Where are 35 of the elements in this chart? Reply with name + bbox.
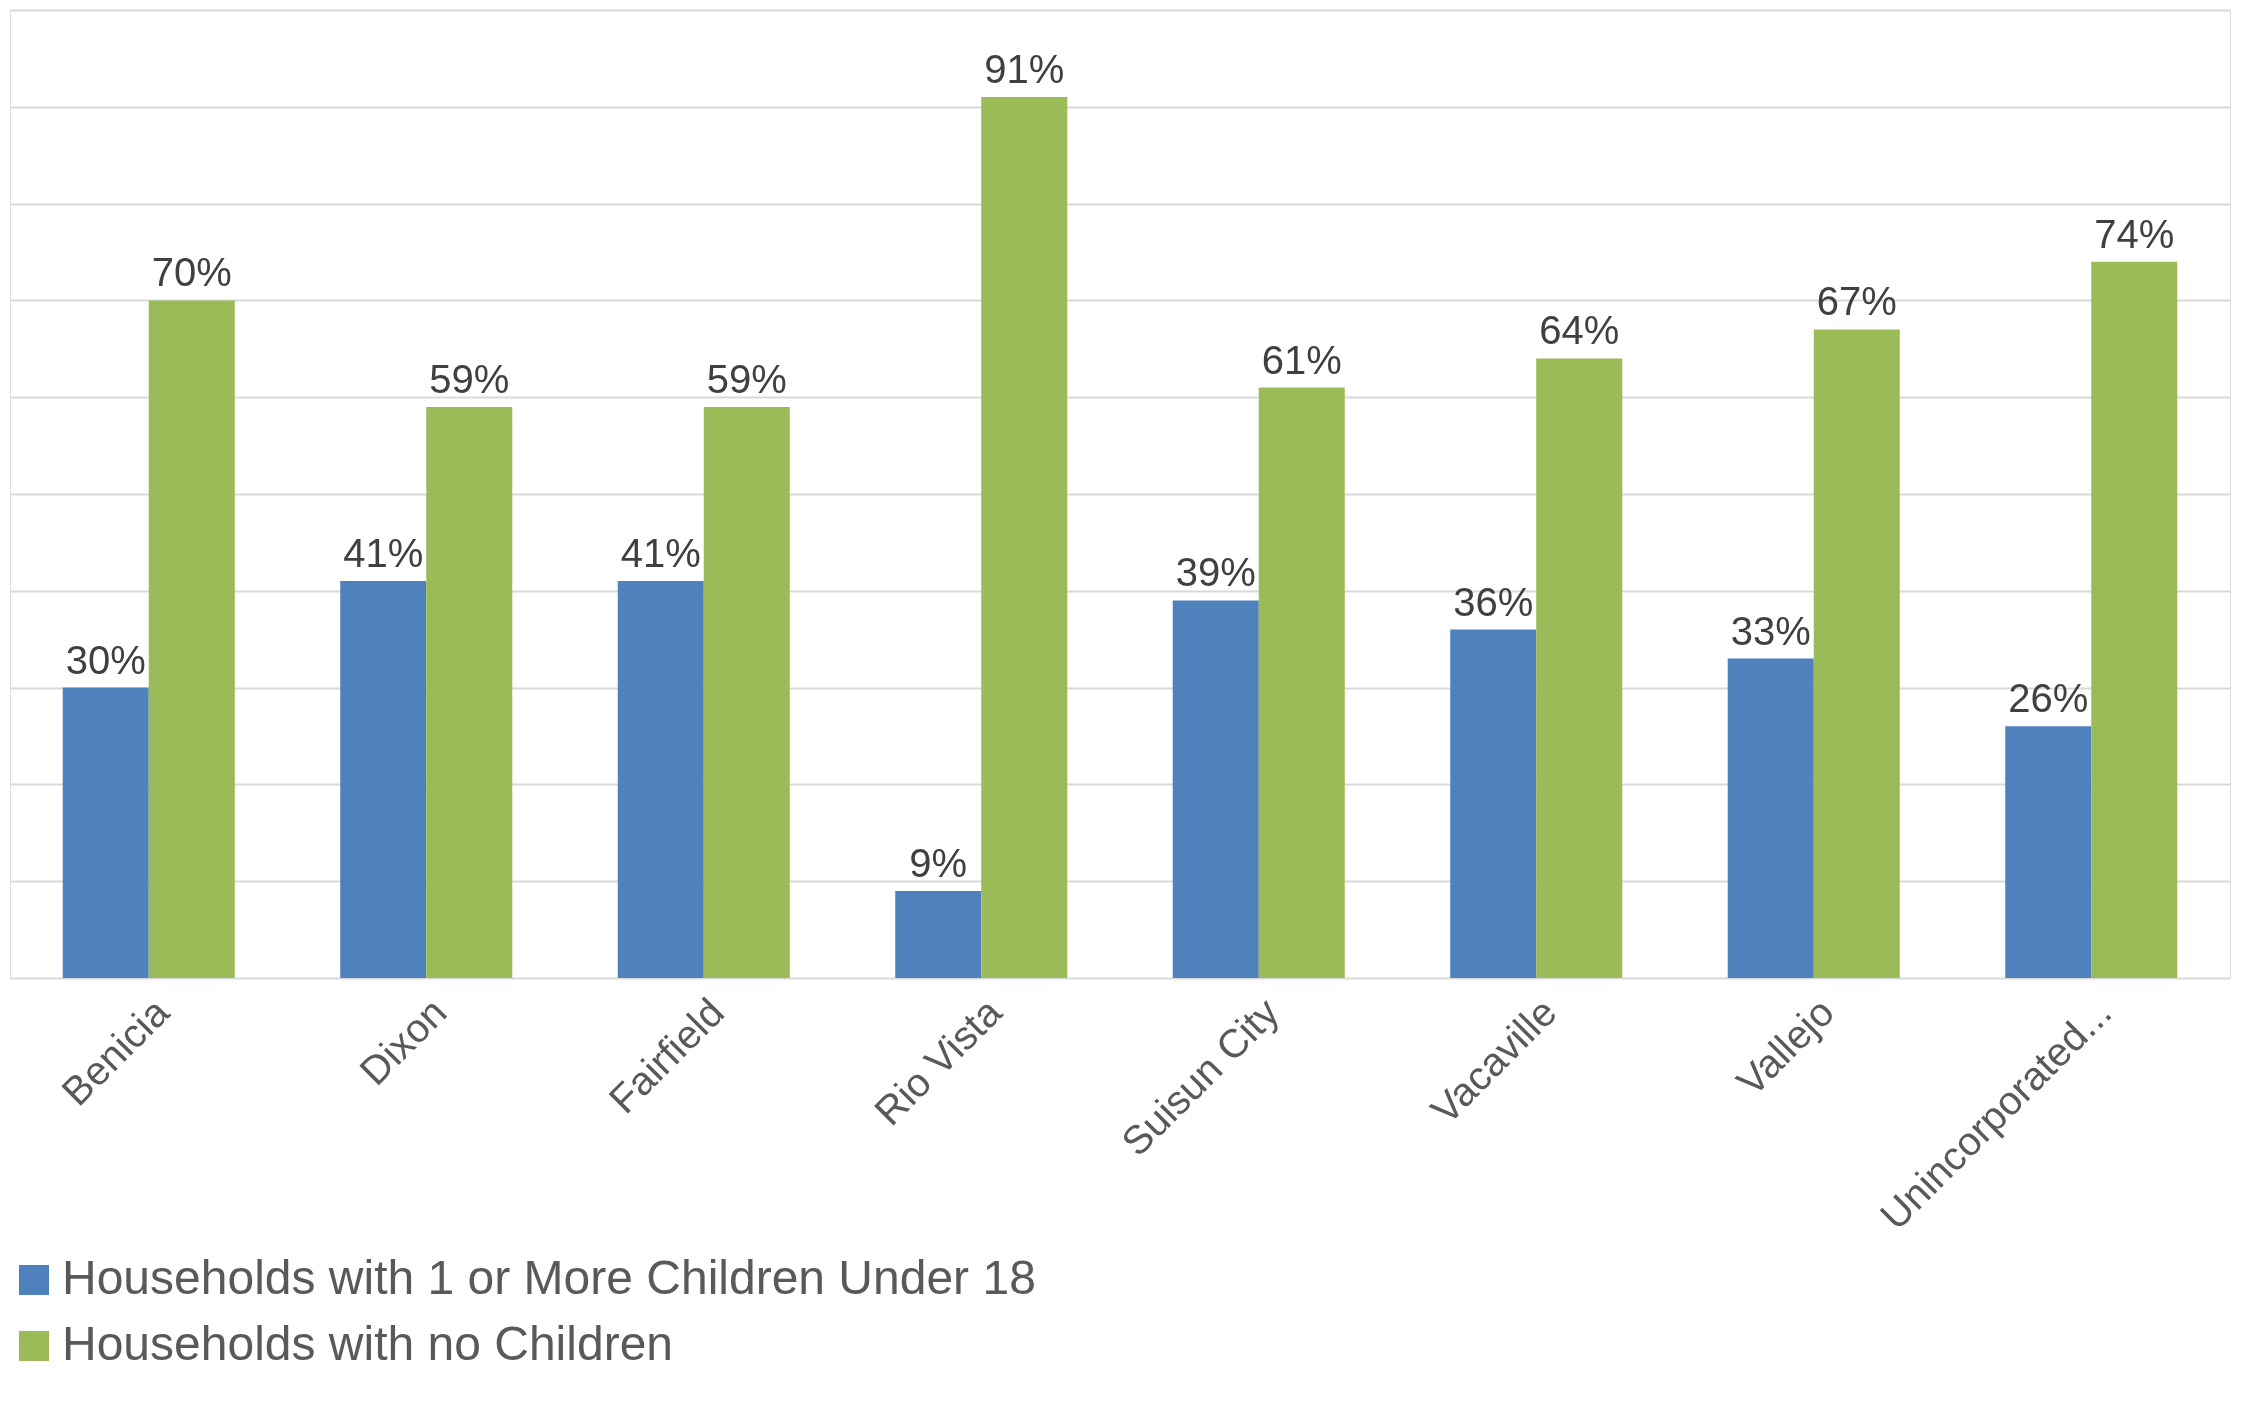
bar bbox=[2005, 726, 2092, 978]
data-label: 91% bbox=[984, 47, 1065, 92]
x-tick-label: Rio Vista bbox=[865, 989, 1011, 1134]
data-label: 36% bbox=[1453, 579, 1534, 624]
data-label: 41% bbox=[620, 531, 701, 576]
bar bbox=[981, 97, 1068, 978]
legend-label: Households with 1 or More Children Under 18 bbox=[62, 1251, 1036, 1304]
data-label: 39% bbox=[1175, 550, 1256, 595]
data-label: 41% bbox=[343, 531, 424, 576]
data-label: 9% bbox=[909, 840, 968, 885]
bar bbox=[703, 406, 790, 978]
data-label: 59% bbox=[706, 356, 787, 401]
bar bbox=[1727, 658, 1814, 978]
bar bbox=[148, 300, 235, 978]
bar bbox=[2091, 261, 2178, 978]
bar bbox=[426, 406, 513, 978]
bar bbox=[1813, 329, 1900, 978]
data-label: 67% bbox=[1816, 279, 1897, 324]
bar bbox=[1172, 600, 1259, 978]
data-label: 61% bbox=[1261, 337, 1342, 382]
data-label: 26% bbox=[2008, 676, 2089, 721]
data-label: 33% bbox=[1730, 608, 1811, 653]
bar bbox=[1450, 629, 1537, 978]
data-label: 74% bbox=[2094, 211, 2175, 256]
legend-label: Households with no Children bbox=[62, 1317, 674, 1370]
data-label: 64% bbox=[1539, 308, 1620, 353]
bar bbox=[62, 687, 149, 978]
bar bbox=[617, 581, 704, 978]
data-label: 70% bbox=[151, 250, 232, 295]
bar bbox=[895, 890, 982, 978]
bar bbox=[340, 581, 427, 978]
data-label: 59% bbox=[429, 356, 510, 401]
bar bbox=[1258, 387, 1345, 978]
bar bbox=[1536, 358, 1623, 978]
data-label: 30% bbox=[65, 637, 146, 682]
